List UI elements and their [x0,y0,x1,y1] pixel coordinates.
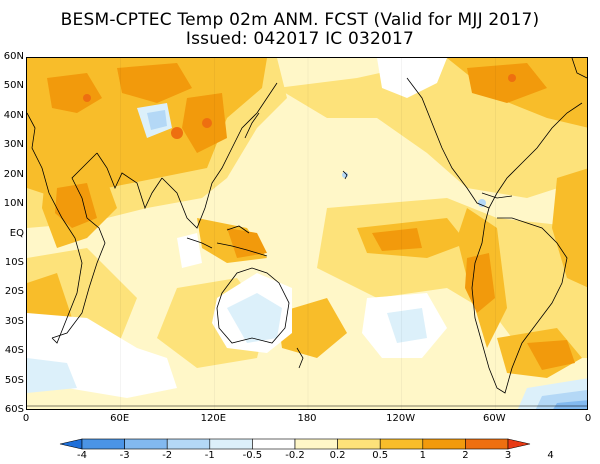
colorbar-label: 2 [462,450,469,461]
colorbar-label: -1 [204,450,215,461]
graticule [120,58,496,409]
colorbar-label: 1 [419,450,426,461]
colorbar-label: -2 [162,450,173,461]
colorbar-label: -4 [77,450,87,461]
longitude-label: 60E [110,413,130,424]
colorbar-segment [294,438,338,450]
anomaly-field-strong [47,63,575,370]
colorbar-segment [166,438,211,450]
anomaly-map-svg [27,58,587,409]
colorbar-label: -0.2 [285,450,305,461]
colorbar-label: 3 [504,450,512,461]
colorbar [59,438,531,450]
colorbar-label: 0.5 [372,450,389,461]
colorbar-segment [422,438,466,450]
latitude-label: 10N [3,198,24,210]
colorbar-label: -3 [119,450,130,461]
colorbar-segment [379,438,424,450]
latitude-label: 30S [4,315,24,327]
colorbar-label: 0.2 [329,450,346,461]
latitude-label: 30N [3,139,24,151]
latitude-label: 20N [3,168,24,180]
latitude-label: 20S [4,286,24,298]
latitude-label: 40N [3,109,24,121]
colorbar-segment [124,438,168,450]
map-title: BESM-CPTEC Temp 02m ANM. FCST (Valid for… [60,10,540,30]
colorbar-segment [81,438,125,450]
anomaly-field-deep [83,74,516,139]
anomaly-map [26,57,588,410]
colorbar-segment [252,438,296,450]
map-subtitle: Issued: 042017 IC 032017 [185,29,415,49]
colorbar-label: -0.5 [242,450,263,461]
coastlines [27,58,587,407]
latitude-label: 60N [3,51,24,62]
colorbar-segment [209,438,253,450]
latitude-label: EQ [9,227,24,239]
colorbar-label: 4 [547,450,554,461]
longitude-label: 60W [483,413,506,424]
longitude-label: 120E [200,413,227,424]
latitude-label: 60S [4,404,24,415]
longitude-label: 0 [584,413,592,424]
latitude-label: 10S [4,256,24,268]
anomaly-field-negative-strong [553,400,587,409]
latitude-label: 50S [4,374,24,386]
longitude-label: 120W [386,413,416,424]
longitude-label: 0 [22,413,30,424]
latitude-label: 50N [3,80,24,92]
colorbar-segment [465,438,509,450]
longitude-label: 180 [297,413,317,424]
latitude-label: 40S [4,345,24,357]
colorbar-segment [337,438,381,450]
colorbar-arrow-left [59,438,83,450]
colorbar-arrow-right [507,438,531,450]
